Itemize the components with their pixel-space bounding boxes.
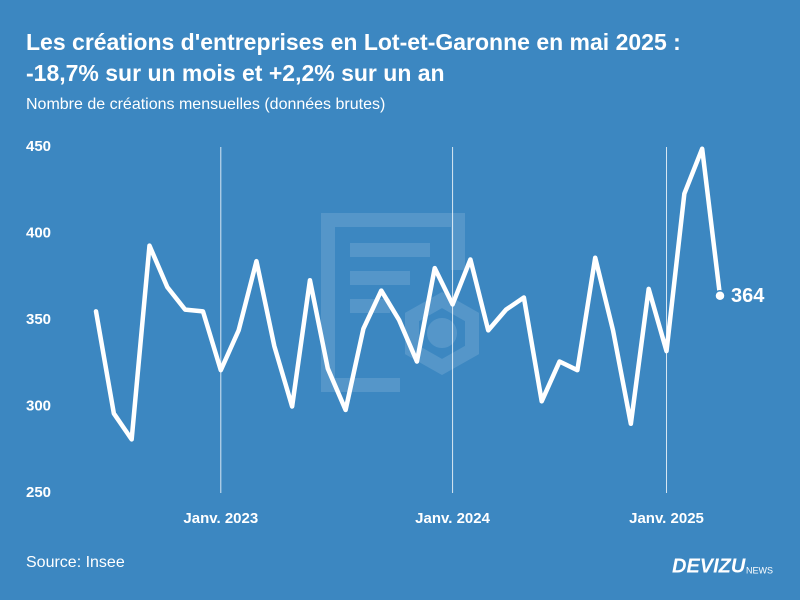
x-tick-label: Janv. 2024: [415, 510, 490, 527]
source: Source: Insee: [26, 554, 125, 571]
chart-title-line2: -18,7% sur un mois et +2,2% sur un an: [26, 60, 445, 86]
brand-suffix: NEWS: [746, 565, 773, 575]
x-tick-label: Janv. 2025: [629, 510, 704, 527]
y-tick-label: 300: [26, 397, 51, 414]
end-label: 364: [731, 285, 765, 307]
y-tick-label: 400: [26, 224, 51, 241]
end-point: [714, 290, 726, 302]
x-tick-label: Janv. 2023: [183, 510, 258, 527]
chart-subtitle: Nombre de créations mensuelles (données …: [26, 96, 385, 113]
chart-title: Les créations d'entreprises en Lot-et-Ga…: [26, 29, 681, 55]
y-tick-label: 250: [26, 484, 51, 501]
line: [93, 146, 723, 442]
brand: DEVIZU: [672, 555, 746, 577]
y-tick-label: 350: [26, 311, 51, 328]
y-tick-label: 450: [26, 138, 51, 155]
